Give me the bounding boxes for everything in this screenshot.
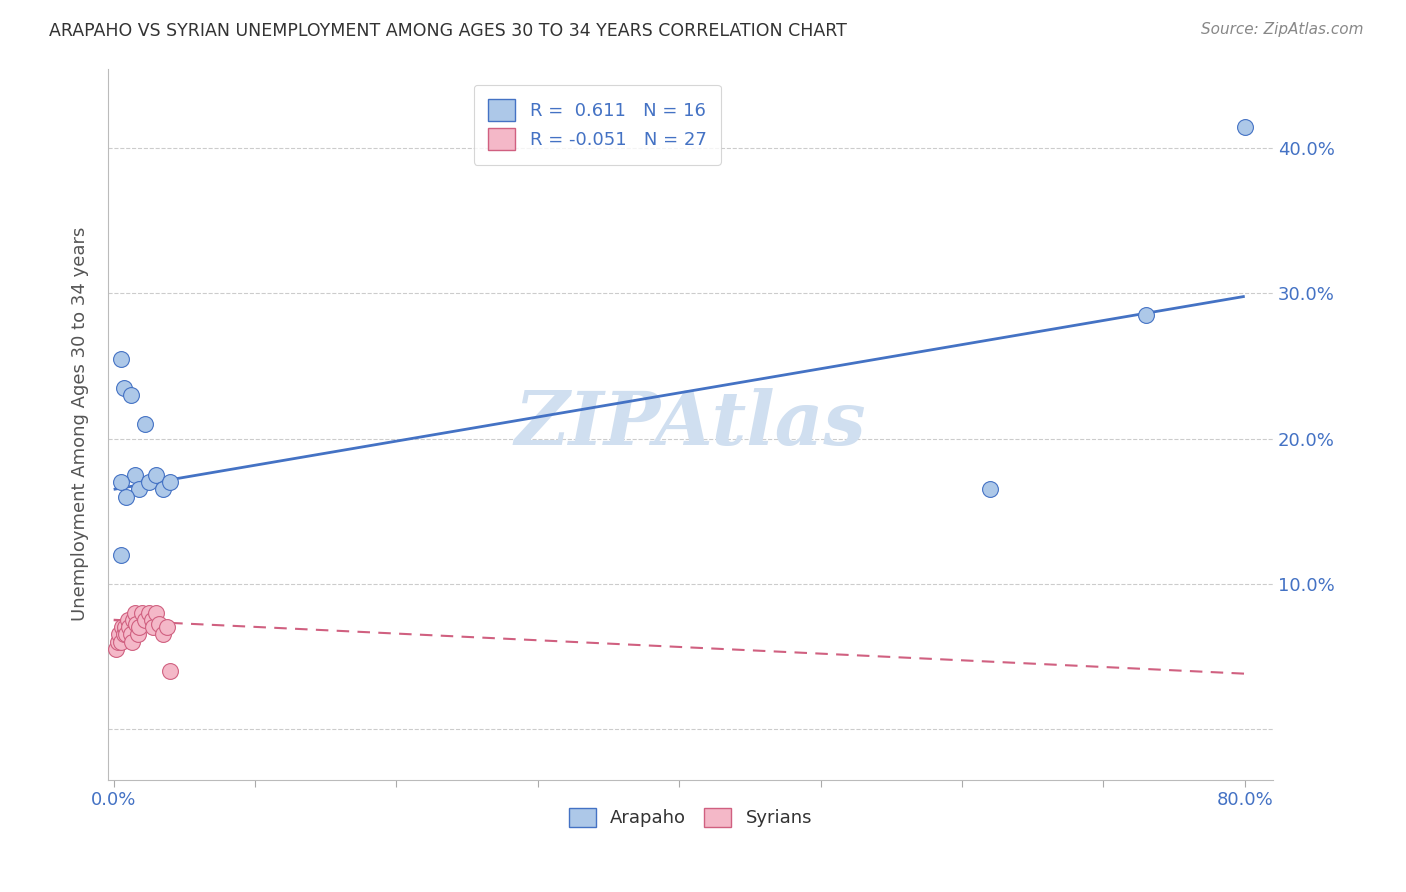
Point xyxy=(110,475,132,489)
Point xyxy=(110,351,132,366)
Legend: Arapaho, Syrians: Arapaho, Syrians xyxy=(561,801,820,835)
Point xyxy=(118,620,141,634)
Point xyxy=(110,548,132,562)
Point xyxy=(145,467,167,482)
Point xyxy=(110,634,132,648)
Point xyxy=(112,627,135,641)
Point xyxy=(107,634,129,648)
Text: ZIPAtlas: ZIPAtlas xyxy=(515,388,866,460)
Point xyxy=(128,483,150,497)
Point xyxy=(979,483,1001,497)
Point xyxy=(141,613,163,627)
Point xyxy=(159,475,181,489)
Point xyxy=(152,627,174,641)
Text: Source: ZipAtlas.com: Source: ZipAtlas.com xyxy=(1201,22,1364,37)
Point xyxy=(121,634,143,648)
Point xyxy=(117,613,139,627)
Point xyxy=(152,483,174,497)
Point xyxy=(115,627,138,641)
Point xyxy=(111,620,134,634)
Point xyxy=(138,475,160,489)
Point xyxy=(120,627,142,641)
Point xyxy=(142,620,165,634)
Point xyxy=(120,388,142,402)
Point xyxy=(138,606,160,620)
Point xyxy=(131,606,153,620)
Point xyxy=(148,617,170,632)
Point xyxy=(134,417,156,431)
Point xyxy=(134,613,156,627)
Point xyxy=(128,620,150,634)
Point xyxy=(127,627,149,641)
Point xyxy=(1135,308,1157,322)
Point xyxy=(145,606,167,620)
Point xyxy=(112,381,135,395)
Point xyxy=(105,642,128,657)
Y-axis label: Unemployment Among Ages 30 to 34 years: Unemployment Among Ages 30 to 34 years xyxy=(72,227,89,621)
Point xyxy=(125,617,148,632)
Point xyxy=(124,606,146,620)
Text: ARAPAHO VS SYRIAN UNEMPLOYMENT AMONG AGES 30 TO 34 YEARS CORRELATION CHART: ARAPAHO VS SYRIAN UNEMPLOYMENT AMONG AGE… xyxy=(49,22,846,40)
Point xyxy=(1233,120,1256,134)
Point xyxy=(156,620,179,634)
Point xyxy=(159,664,181,678)
Point xyxy=(108,627,131,641)
Point xyxy=(115,490,138,504)
Point xyxy=(124,467,146,482)
Point xyxy=(114,620,136,634)
Point xyxy=(122,613,145,627)
